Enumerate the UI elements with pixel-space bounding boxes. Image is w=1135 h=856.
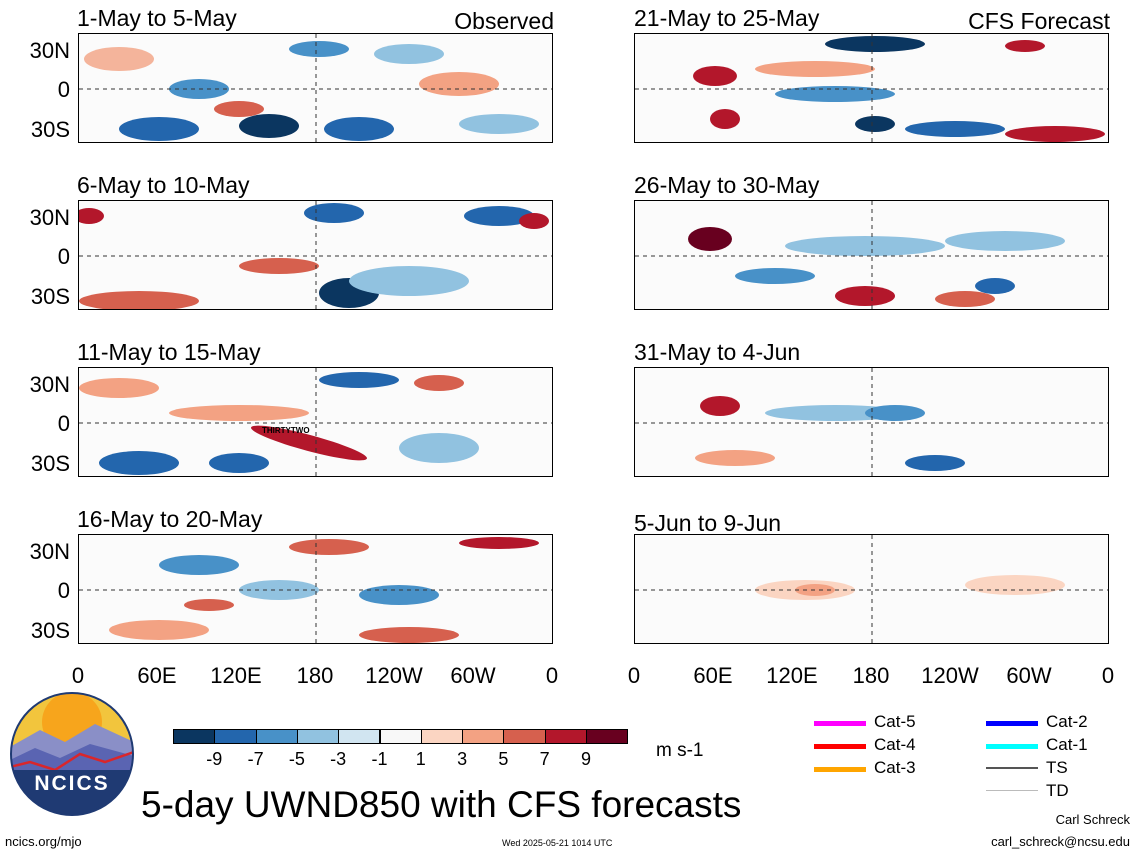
ncics-logo: NCICS (10, 692, 134, 816)
colorbar-tick: -3 (330, 749, 347, 769)
anomaly-map (634, 534, 1109, 644)
y-label-eq: 0 (57, 411, 70, 436)
legend-label: Cat-1 (1046, 735, 1088, 754)
colorbar-swatch (296, 729, 340, 744)
colorbar-tick: 9 (580, 749, 592, 769)
units-label: m s-1 (656, 740, 704, 761)
x-label: 120E (210, 663, 262, 688)
x-label: 0 (627, 663, 641, 688)
x-label: 120W (365, 663, 423, 688)
main-title: 5-day UWND850 with CFS forecasts (141, 784, 742, 825)
y-label-30n: 30N (29, 372, 70, 397)
y-label-30s: 30S (30, 451, 70, 476)
x-label: 60W (450, 663, 496, 688)
x-label: 0 (1101, 663, 1115, 688)
legend-label: Cat-2 (1046, 712, 1088, 731)
colorbar-swatch (544, 729, 587, 744)
anomaly-map (634, 33, 1109, 143)
x-label: 0 (71, 663, 85, 688)
x-label: 0 (545, 663, 559, 688)
colorbar-tick: -1 (371, 749, 388, 769)
colorbar-swatch (379, 729, 422, 744)
footer-timestamp: Wed 2025-05-21 1014 UTC (502, 838, 613, 848)
footer-email[interactable]: carl_schreck@ncsu.edu (991, 834, 1130, 849)
x-label: 120W (921, 663, 979, 688)
footer-url[interactable]: ncics.org/mjo (5, 834, 82, 849)
legend-line (986, 790, 1038, 791)
x-label: 60E (137, 663, 177, 688)
y-label-30s: 30S (30, 618, 70, 643)
colorbar-tick: 1 (415, 749, 426, 769)
panel-title: 11-May to 15-May (77, 339, 261, 365)
x-label: 120E (766, 663, 818, 688)
legend-line (814, 767, 866, 772)
anomaly-map (78, 33, 553, 143)
colorbar-tick: -9 (206, 749, 223, 769)
colorbar-tick: -7 (247, 749, 264, 769)
anomaly-map (78, 367, 553, 477)
colorbar-swatch (338, 729, 381, 744)
colorbar-swatch (214, 729, 257, 744)
panel-title: 5-Jun to 9-Jun (634, 510, 782, 536)
legend-label: TS (1046, 758, 1068, 777)
x-label: 60W (1006, 663, 1052, 688)
y-label-30n: 30N (29, 38, 70, 63)
panel-title: 31-May to 4-Jun (634, 339, 801, 365)
anomaly-map (78, 534, 553, 644)
anomaly-map (78, 200, 553, 310)
colorbar-swatch (462, 729, 505, 744)
colorbar-swatch (503, 729, 546, 744)
x-label: 180 (852, 663, 890, 688)
y-label-30n: 30N (29, 205, 70, 230)
storm-label: THIRTYTWO (262, 426, 310, 435)
legend-line (986, 767, 1038, 769)
legend-label: Cat-4 (874, 735, 916, 754)
observed-label: Observed (454, 8, 554, 34)
panel-title: 26-May to 30-May (634, 172, 820, 198)
panel-title: 21-May to 25-May (634, 5, 820, 31)
x-label: 180 (296, 663, 334, 688)
colorbar-tick: 3 (457, 749, 468, 769)
panel-title: 16-May to 20-May (77, 506, 263, 532)
x-label: 60E (693, 663, 733, 688)
legend-line (814, 721, 866, 726)
legend-line (986, 744, 1038, 749)
colorbar-tick: 5 (498, 749, 509, 769)
y-label-eq: 0 (57, 77, 70, 102)
legend-label: Cat-5 (874, 712, 916, 731)
legend-label: Cat-3 (874, 758, 916, 777)
footer-author: Carl Schreck (1055, 812, 1130, 827)
anomaly-map (634, 367, 1109, 477)
colorbar-swatch (255, 729, 298, 744)
cfs-forecast-label: CFS Forecast (968, 8, 1110, 34)
logo-text: NCICS (34, 772, 110, 795)
y-label-30n: 30N (29, 539, 70, 564)
panel-title: 6-May to 10-May (77, 172, 250, 198)
colorbar-tick: 7 (539, 749, 550, 769)
panel-title: 1-May to 5-May (77, 5, 237, 31)
legend-label: TD (1046, 781, 1069, 800)
y-label-30s: 30S (30, 117, 70, 142)
legend-line (814, 744, 866, 749)
colorbar-swatch (586, 729, 629, 744)
colorbar-tick: -5 (288, 749, 305, 769)
legend-line (986, 721, 1038, 726)
y-label-eq: 0 (57, 244, 70, 269)
y-label-eq: 0 (57, 578, 70, 603)
anomaly-map (634, 200, 1109, 310)
colorbar-swatch (173, 729, 216, 744)
colorbar-swatch (420, 729, 464, 744)
y-label-30s: 30S (30, 284, 70, 309)
